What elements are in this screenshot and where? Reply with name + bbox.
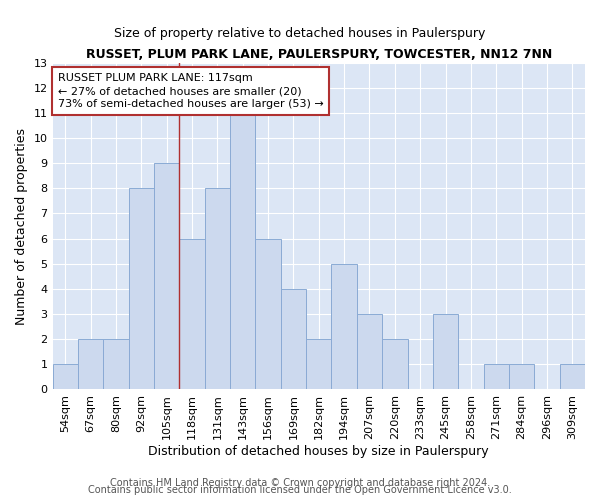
Bar — [357, 314, 382, 389]
Bar — [154, 164, 179, 389]
Bar — [560, 364, 585, 389]
Y-axis label: Number of detached properties: Number of detached properties — [15, 128, 28, 324]
Bar — [230, 113, 256, 389]
X-axis label: Distribution of detached houses by size in Paulerspury: Distribution of detached houses by size … — [148, 444, 489, 458]
Bar — [306, 339, 331, 389]
Bar — [78, 339, 103, 389]
Text: Contains HM Land Registry data © Crown copyright and database right 2024.: Contains HM Land Registry data © Crown c… — [110, 478, 490, 488]
Text: Size of property relative to detached houses in Paulerspury: Size of property relative to detached ho… — [115, 28, 485, 40]
Bar — [179, 238, 205, 389]
Bar — [128, 188, 154, 389]
Bar — [281, 288, 306, 389]
Bar — [509, 364, 534, 389]
Bar — [256, 238, 281, 389]
Bar — [433, 314, 458, 389]
Title: RUSSET, PLUM PARK LANE, PAULERSPURY, TOWCESTER, NN12 7NN: RUSSET, PLUM PARK LANE, PAULERSPURY, TOW… — [86, 48, 552, 60]
Bar — [205, 188, 230, 389]
Bar — [53, 364, 78, 389]
Text: RUSSET PLUM PARK LANE: 117sqm
← 27% of detached houses are smaller (20)
73% of s: RUSSET PLUM PARK LANE: 117sqm ← 27% of d… — [58, 73, 323, 109]
Bar — [484, 364, 509, 389]
Bar — [331, 264, 357, 389]
Text: Contains public sector information licensed under the Open Government Licence v3: Contains public sector information licen… — [88, 485, 512, 495]
Bar — [382, 339, 407, 389]
Bar — [103, 339, 128, 389]
